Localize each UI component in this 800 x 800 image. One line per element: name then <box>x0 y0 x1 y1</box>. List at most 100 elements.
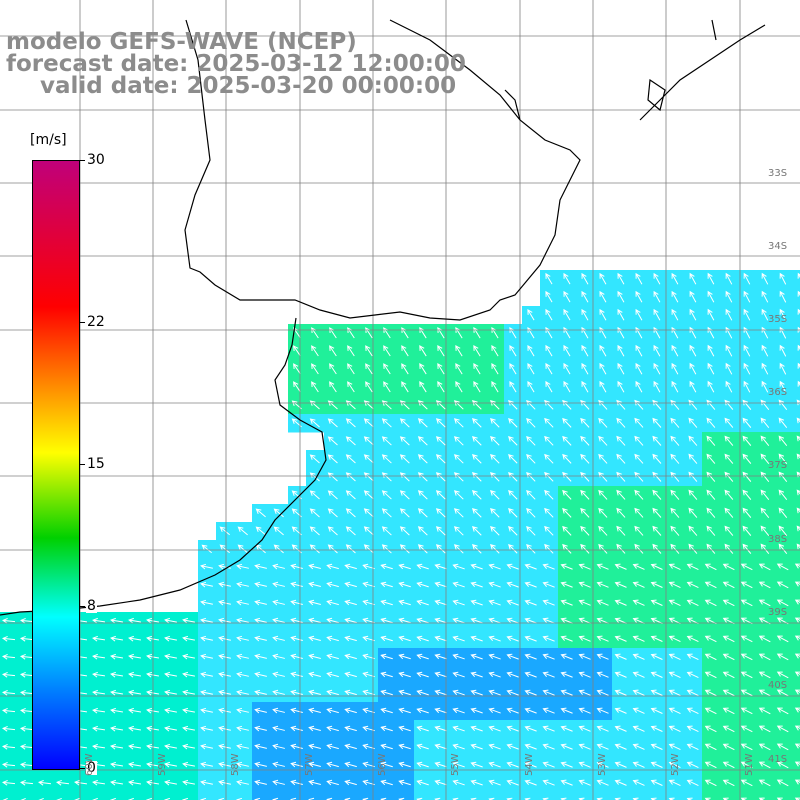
ocean-cell <box>288 792 307 800</box>
wind-arrow <box>706 525 716 536</box>
wind-arrow <box>686 653 699 661</box>
wind-arrow <box>580 417 590 428</box>
wind-arrow <box>544 525 554 536</box>
wind-arrow <box>686 635 699 643</box>
wind-arrow <box>363 508 374 518</box>
wind-arrow <box>724 399 734 410</box>
wind-arrow <box>758 797 765 800</box>
wind-arrow <box>758 581 771 589</box>
wind-arrow <box>779 290 787 303</box>
wind-arrow <box>725 326 733 339</box>
wind-arrow <box>617 344 625 357</box>
wind-arrow <box>1 689 16 696</box>
ocean-cell <box>792 450 800 469</box>
wind-arrow <box>545 380 553 393</box>
wind-arrow <box>182 779 195 786</box>
wind-arrow <box>488 707 501 714</box>
wind-arrow <box>524 563 537 570</box>
colorbar-tick-label: 0 <box>86 760 97 776</box>
wind-arrow <box>1 761 16 768</box>
wind-arrow <box>490 454 500 464</box>
colorbar-tick-label: 15 <box>86 456 106 472</box>
wind-arrow <box>542 779 555 786</box>
wind-arrow <box>725 380 733 393</box>
wind-arrow <box>452 779 465 786</box>
wind-arrow <box>776 707 789 715</box>
wind-arrow <box>794 761 800 767</box>
wind-arrow <box>453 490 464 500</box>
wind-arrow <box>473 363 481 375</box>
wind-arrow <box>293 345 301 357</box>
ocean-cell <box>792 378 800 397</box>
wind-arrow <box>506 779 519 786</box>
wind-arrow <box>435 508 446 518</box>
wind-arrow <box>1 635 16 642</box>
wind-arrow <box>580 399 590 410</box>
wind-arrow <box>722 797 729 800</box>
wind-arrow <box>545 344 553 357</box>
wind-arrow <box>722 725 735 733</box>
wind-arrow <box>309 544 320 554</box>
colorbar-tick-label: 22 <box>86 314 106 331</box>
wind-arrow <box>488 617 501 624</box>
wind-arrow <box>254 743 267 750</box>
wind-arrow <box>128 635 141 642</box>
wind-arrow <box>794 671 800 677</box>
wind-arrow <box>796 417 800 424</box>
longitude-label: 59W <box>157 753 168 776</box>
wind-arrow <box>740 761 753 769</box>
wind-arrow <box>635 362 643 375</box>
wind-arrow <box>542 635 555 642</box>
wind-arrow <box>506 581 519 588</box>
wind-arrow <box>524 743 537 750</box>
ocean-cell <box>630 792 649 800</box>
wind-arrow <box>743 326 751 339</box>
ocean-cell <box>396 792 415 800</box>
wind-arrow <box>290 743 303 750</box>
wind-arrow <box>381 400 392 410</box>
wind-arrow <box>599 272 607 285</box>
ocean-cell <box>504 792 523 800</box>
wind-arrow <box>794 797 800 800</box>
ocean-cell <box>792 756 800 775</box>
wind-arrow <box>779 326 787 339</box>
wind-arrow <box>1 707 16 714</box>
wind-arrow <box>452 689 465 696</box>
wind-arrow <box>128 671 141 678</box>
wind-arrow <box>671 272 679 285</box>
ocean-cell <box>324 792 343 800</box>
ocean-cell <box>792 342 800 361</box>
wind-arrow <box>596 725 609 732</box>
wind-arrow <box>434 689 447 696</box>
wind-arrow <box>653 290 661 303</box>
model-title: modelo GEFS-WAVE (NCEP) <box>6 29 357 55</box>
wind-arrow <box>200 581 213 588</box>
wind-arrow <box>542 653 555 660</box>
wind-arrow <box>236 599 249 606</box>
wind-arrow <box>634 525 644 536</box>
wind-arrow <box>488 779 501 786</box>
wind-arrow <box>598 525 608 536</box>
wind-arrow <box>290 689 303 696</box>
wind-arrow <box>218 761 231 768</box>
wind-arrow <box>110 743 124 750</box>
wind-arrow <box>491 326 499 339</box>
wind-arrow <box>742 453 752 464</box>
wind-arrow <box>796 489 800 496</box>
wind-arrow <box>668 761 681 768</box>
wind-arrow <box>526 507 536 518</box>
wind-arrow <box>722 563 735 571</box>
wind-arrow <box>347 363 355 375</box>
wind-arrow <box>562 489 572 500</box>
wind-arrow <box>670 543 680 554</box>
wind-arrow <box>345 526 356 536</box>
wind-arrow <box>381 544 392 554</box>
wind-arrow <box>218 563 231 570</box>
wind-arrow <box>722 599 735 607</box>
wind-arrow <box>617 362 625 375</box>
wind-arrow <box>237 526 248 536</box>
wind-arrow <box>670 399 680 410</box>
ocean-cell <box>792 612 800 631</box>
wind-arrow <box>794 743 800 749</box>
wind-arrow <box>506 599 519 606</box>
